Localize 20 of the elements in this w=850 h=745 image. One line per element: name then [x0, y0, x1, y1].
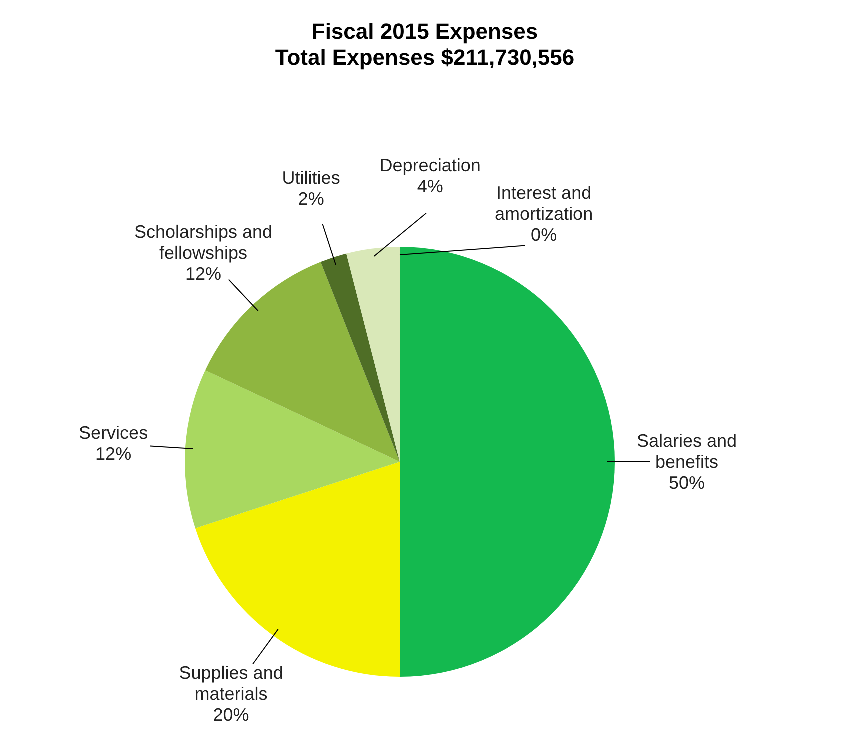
pie-slice — [185, 370, 400, 528]
slice-label: Supplies and materials — [179, 663, 284, 704]
text: 0% — [531, 224, 558, 245]
slice-label: Scholarships and fellowships — [134, 222, 273, 263]
slice-label: Services — [79, 422, 148, 443]
pie-slice — [320, 254, 400, 462]
data-label: 4% — [417, 176, 444, 197]
data-label: 20% — [213, 705, 250, 726]
data-label: 12% — [96, 444, 132, 464]
slice-label: Salaries and benefits — [636, 431, 738, 472]
text: Fiscal 2015 Expenses — [312, 19, 538, 44]
pie-slice — [400, 247, 615, 677]
slice-label: Depreciation — [380, 156, 481, 176]
data-label: 2% — [298, 189, 324, 210]
text: Total Expenses $211,730,556 — [275, 45, 575, 70]
data-label: 50% — [668, 473, 706, 493]
data-label: 12% — [186, 264, 222, 284]
category-label: Interest and amortization — [495, 182, 594, 224]
pie-slice — [346, 247, 400, 462]
slice-label: Utilities — [282, 168, 340, 188]
